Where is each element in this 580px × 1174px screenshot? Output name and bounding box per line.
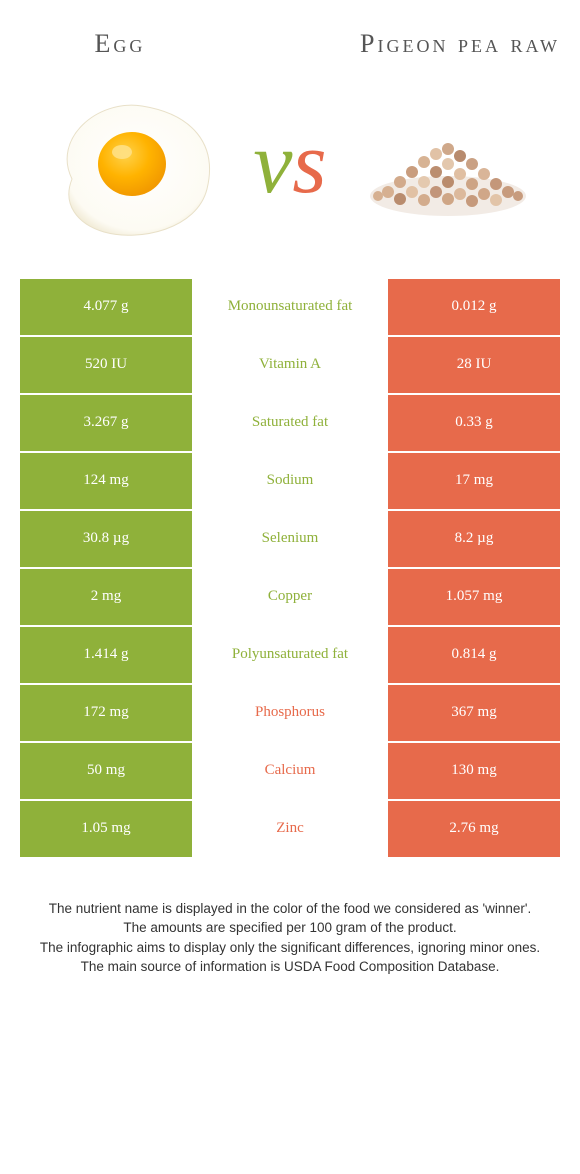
table-row: 520 IUVitamin A28 IU: [20, 337, 560, 395]
table-row: 30.8 µgSelenium8.2 µg: [20, 511, 560, 569]
cell-left: 4.077 g: [20, 279, 192, 337]
cell-mid: Sodium: [192, 453, 388, 511]
table-row: 1.414 gPolyunsaturated fat0.814 g: [20, 627, 560, 685]
cell-mid: Phosphorus: [192, 685, 388, 743]
cell-left: 520 IU: [20, 337, 192, 395]
footer-line: The amounts are specified per 100 gram o…: [20, 918, 560, 938]
cell-mid: Monounsaturated fat: [192, 279, 388, 337]
cell-left: 172 mg: [20, 685, 192, 743]
header: Egg Pigeon pea raw: [0, 0, 580, 69]
cell-mid: Selenium: [192, 511, 388, 569]
cell-right: 28 IU: [388, 337, 560, 395]
cell-mid: Zinc: [192, 801, 388, 859]
title-right: Pigeon pea raw: [360, 30, 560, 59]
cell-mid: Calcium: [192, 743, 388, 801]
cell-left: 3.267 g: [20, 395, 192, 453]
cell-left: 1.05 mg: [20, 801, 192, 859]
cell-right: 367 mg: [388, 685, 560, 743]
nutrient-table: 4.077 gMonounsaturated fat0.012 g520 IUV…: [20, 279, 560, 859]
table-row: 2 mgCopper1.057 mg: [20, 569, 560, 627]
cell-right: 1.057 mg: [388, 569, 560, 627]
table-row: 1.05 mgZinc2.76 mg: [20, 801, 560, 859]
table-row: 172 mgPhosphorus367 mg: [20, 685, 560, 743]
table-row: 4.077 gMonounsaturated fat0.012 g: [20, 279, 560, 337]
cell-left: 124 mg: [20, 453, 192, 511]
footer-line: The main source of information is USDA F…: [20, 957, 560, 977]
title-left: Egg: [20, 30, 220, 59]
cell-mid: Saturated fat: [192, 395, 388, 453]
cell-mid: Vitamin A: [192, 337, 388, 395]
fried-egg-icon: [42, 84, 222, 244]
footer-line: The nutrient name is displayed in the co…: [20, 899, 560, 919]
pigeon-pea-pile-icon: [358, 104, 538, 224]
cell-left: 30.8 µg: [20, 511, 192, 569]
cell-right: 130 mg: [388, 743, 560, 801]
cell-right: 0.814 g: [388, 627, 560, 685]
table-row: 124 mgSodium17 mg: [20, 453, 560, 511]
footer-line: The infographic aims to display only the…: [20, 938, 560, 958]
footer: The nutrient name is displayed in the co…: [20, 899, 560, 977]
cell-right: 0.33 g: [388, 395, 560, 453]
cell-right: 8.2 µg: [388, 511, 560, 569]
cell-left: 2 mg: [20, 569, 192, 627]
cell-right: 2.76 mg: [388, 801, 560, 859]
cell-left: 1.414 g: [20, 627, 192, 685]
cell-left: 50 mg: [20, 743, 192, 801]
right-image: [337, 79, 560, 249]
cell-right: 0.012 g: [388, 279, 560, 337]
images-row: vs: [0, 69, 580, 279]
cell-right: 17 mg: [388, 453, 560, 511]
table-row: 3.267 gSaturated fat0.33 g: [20, 395, 560, 453]
vs-s: s: [292, 115, 326, 212]
left-image: [20, 79, 243, 249]
cell-mid: Polyunsaturated fat: [192, 627, 388, 685]
vs-label: vs: [253, 113, 326, 214]
table-row: 50 mgCalcium130 mg: [20, 743, 560, 801]
cell-mid: Copper: [192, 569, 388, 627]
vs-v: v: [253, 115, 292, 212]
